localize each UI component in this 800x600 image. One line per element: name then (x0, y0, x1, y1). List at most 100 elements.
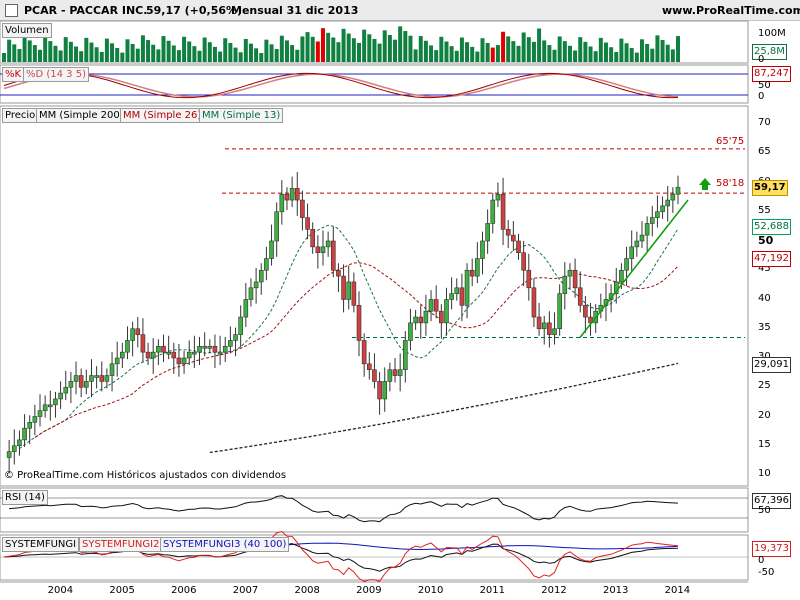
candle-body (572, 269, 578, 289)
candle-body (408, 322, 413, 341)
volume-bar (423, 40, 428, 62)
fungi2-tag[interactable]: SYSTEMFUNGI2 (79, 537, 163, 552)
volume-bar (305, 32, 310, 62)
volume-bar (475, 51, 480, 62)
volume-bar (362, 29, 367, 63)
ma200-tag[interactable]: MM (Simple 200) (36, 108, 127, 123)
candle-body (655, 211, 660, 218)
ma200-line (209, 362, 679, 454)
candle-body (94, 375, 99, 378)
fungi3-tag[interactable]: SYSTEMFUNGI3 (40 100) (160, 537, 290, 552)
stoch-tick-50: 50 (758, 80, 771, 91)
candle-body (346, 281, 352, 300)
volume-bar (655, 35, 660, 62)
candle-body (22, 427, 27, 441)
price-tick: 40 (758, 292, 771, 304)
volume-bar (583, 41, 588, 62)
candle-body (42, 404, 48, 411)
volume-bar (418, 36, 423, 62)
stoch-k-tag[interactable]: %K (2, 67, 25, 82)
candle-body (439, 310, 444, 324)
volume-bar (449, 46, 454, 62)
year-label: 2014 (664, 585, 691, 596)
candle-body (356, 305, 362, 341)
expand-icon[interactable] (5, 4, 18, 17)
rsi-line (9, 495, 679, 523)
volume-bar (187, 41, 192, 62)
candle-body (547, 322, 552, 335)
candle-body (511, 234, 516, 242)
stoch-tick-0: 0 (758, 91, 765, 102)
candle-body (310, 229, 316, 248)
candle-body (428, 299, 434, 312)
ma13-tag[interactable]: MM (Simple 13) (199, 108, 284, 123)
volume-bar (506, 36, 511, 62)
price-tick: 55 (758, 204, 771, 216)
volume-bar (151, 44, 156, 62)
candle-body (274, 211, 279, 242)
trend-line (579, 199, 689, 339)
candle-body (521, 252, 526, 271)
volume-bar (480, 38, 485, 62)
volume-bar (233, 47, 238, 62)
candle-body (500, 193, 506, 230)
rsi-panel-frame (0, 487, 749, 533)
volume-bar (104, 38, 109, 62)
year-label: 2006 (171, 585, 197, 596)
volume-bar (578, 37, 583, 62)
volume-tag[interactable]: Volumen (2, 23, 52, 38)
volume-bar (63, 37, 68, 62)
fungi1-tag[interactable]: SYSTEMFUNGI (2, 537, 80, 552)
last-quote: 59,17 (+0,56%) (146, 4, 243, 17)
candle-body (27, 422, 33, 429)
candle-body (433, 299, 439, 312)
stoch-k-label: %K (5, 69, 22, 80)
candle-body (130, 328, 135, 341)
volume-bar (387, 35, 392, 62)
volume-bar (537, 28, 542, 62)
volume-bar (99, 51, 104, 62)
ma13-value: 52,688 (752, 219, 791, 235)
level-label-mid: 58'18 (716, 178, 745, 189)
candle-body (495, 193, 501, 201)
ma26-tag[interactable]: MM (Simple 26) (120, 108, 205, 123)
volume-bar (516, 45, 521, 62)
fungi-tick-neg50: -50 (758, 567, 775, 578)
candle-body (289, 188, 295, 201)
volume-bar (542, 40, 547, 62)
candle-body (207, 345, 213, 349)
volume-bar (609, 47, 614, 62)
volume-bar (624, 43, 629, 62)
volume-bar (269, 44, 274, 62)
volume-bar (84, 37, 89, 62)
volume-bar (573, 50, 578, 62)
volume-bar (68, 41, 73, 62)
volume-bar (382, 30, 387, 62)
candle-body (120, 351, 125, 359)
rsi-tick-50: 50 (758, 505, 771, 516)
candle-body (104, 375, 110, 382)
stoch-lines (3, 72, 679, 99)
volume-bar (207, 42, 212, 62)
volume-bar (593, 51, 598, 62)
stoch-d-tag[interactable]: %D (14 3 5) (23, 67, 89, 82)
year-label: 2010 (417, 585, 444, 596)
volume-bar (254, 48, 259, 62)
volume-bar (377, 43, 382, 62)
rsi-tag[interactable]: RSI (14) (2, 490, 48, 505)
year-label: 2012 (541, 585, 567, 596)
fungi1-line (3, 542, 679, 572)
volume-bar (279, 35, 284, 62)
price-tick: 10 (758, 468, 771, 479)
candle-body (475, 258, 480, 277)
candle-body (181, 357, 187, 365)
price-tag[interactable]: Precio (2, 108, 39, 123)
volume-bar (495, 45, 500, 62)
volume-bar (27, 40, 32, 62)
stoch-k-line (3, 72, 679, 99)
candle-body (37, 410, 43, 417)
candle-body (17, 439, 22, 447)
candle-body (629, 246, 634, 259)
site-link[interactable]: www.ProRealTime.com (662, 4, 800, 17)
candle-body (258, 269, 264, 283)
